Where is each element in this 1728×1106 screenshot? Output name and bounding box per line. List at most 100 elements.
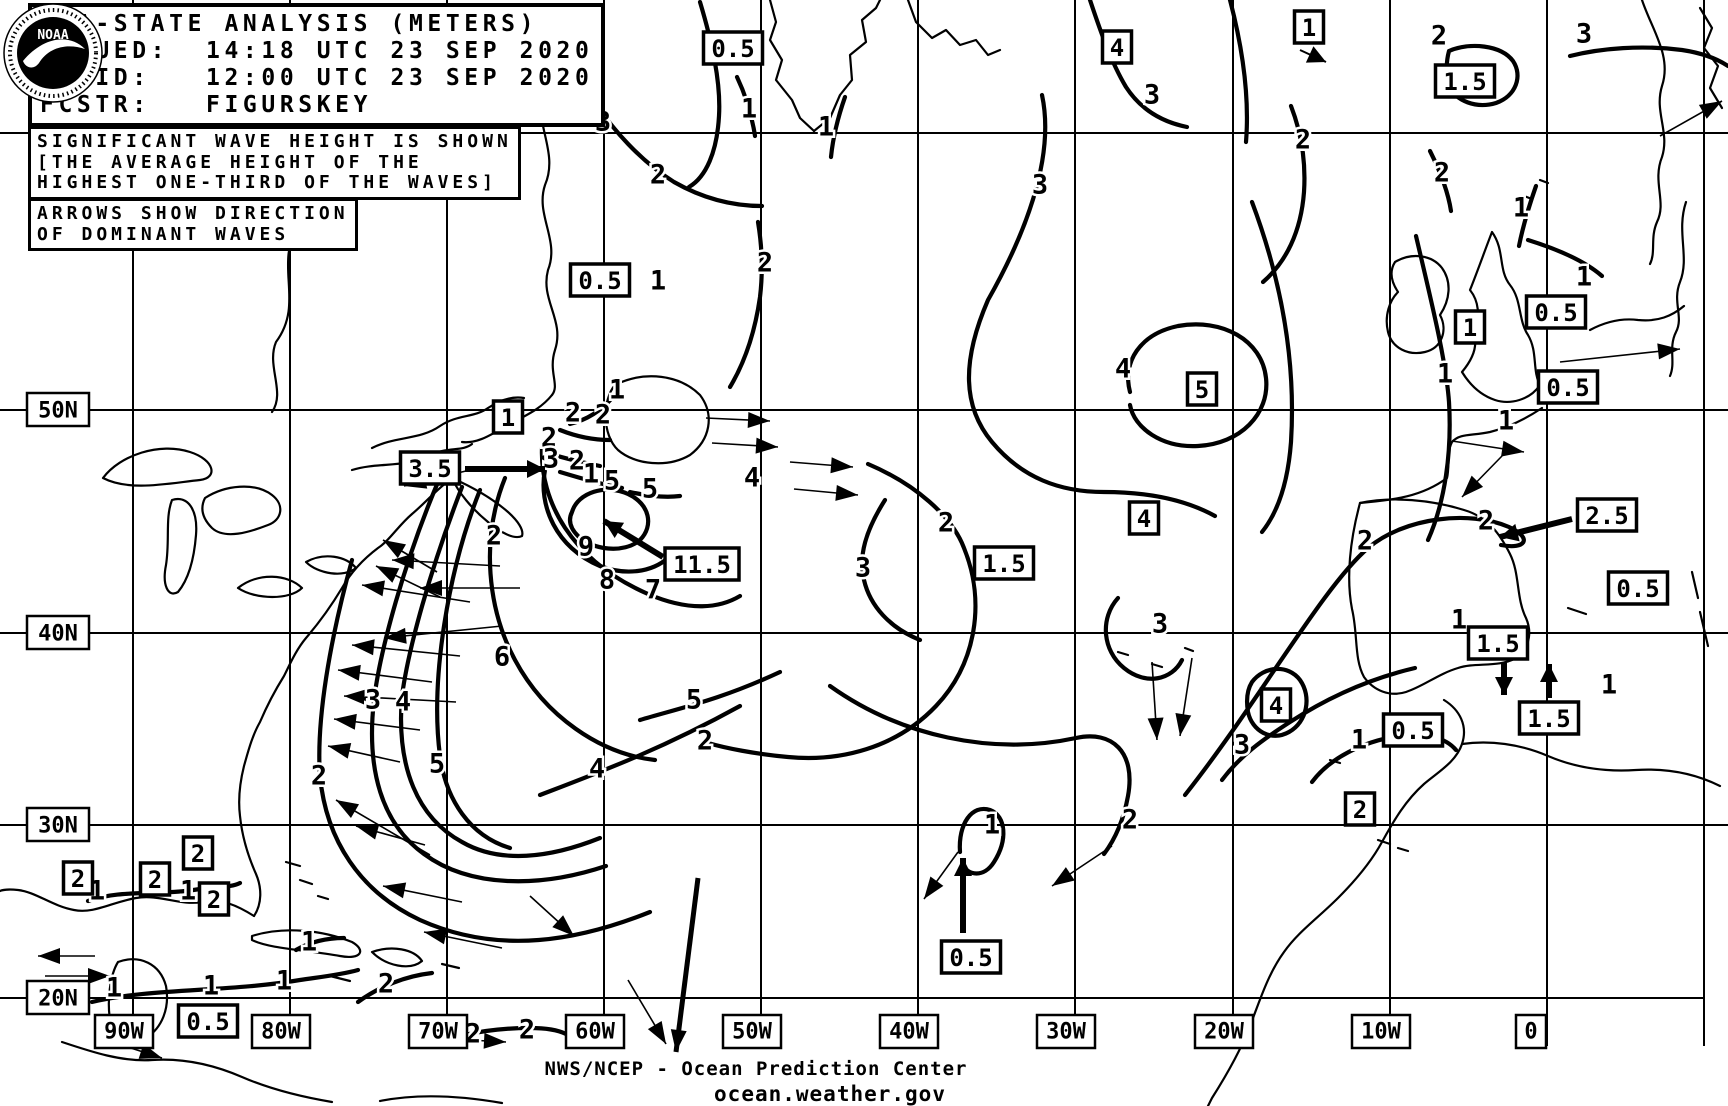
- wave-direction-arrow-head: [1698, 101, 1722, 119]
- coastline: [906, 0, 1002, 57]
- coastline: [604, 375, 710, 465]
- wave-height-contour: [293, 935, 347, 953]
- wave-direction-arrow-head: [552, 915, 574, 936]
- coastline: [1116, 646, 1195, 669]
- wave-direction-arrow-head: [383, 540, 407, 559]
- coastline: [101, 447, 213, 487]
- coastline: [238, 476, 454, 918]
- longitude-label-box: [878, 1013, 940, 1050]
- wave-height-contour: [317, 557, 653, 943]
- noaa-logo-text: NOAA: [37, 28, 68, 43]
- wave-height-contour: [637, 669, 783, 723]
- attribution-url: ocean.weather.gov: [714, 1082, 946, 1106]
- wave-direction-arrow-shaft: [673, 877, 701, 1053]
- longitude-label-box: [564, 1013, 626, 1050]
- wave-height-max-value: 5: [1195, 376, 1209, 404]
- wave-direction-arrow-head: [338, 664, 361, 681]
- wave-direction-arrow-head: [362, 580, 385, 597]
- wave-height-contour: [957, 806, 1006, 876]
- wave-height-max-box: [1453, 309, 1487, 345]
- contour-value-label: 4: [1115, 354, 1131, 385]
- contour-value-label: 1: [583, 459, 599, 490]
- longitude-label: 40W: [889, 1020, 929, 1045]
- contour-value-label: 5: [686, 685, 702, 716]
- latitude-label-box: [25, 614, 91, 651]
- wave-height-max-box: [138, 861, 172, 897]
- wave-height-max-value: 2: [207, 886, 221, 914]
- contour-value-label: 1: [1513, 193, 1529, 224]
- wave-height-max-box: [972, 545, 1036, 581]
- contour-value-label: 2: [378, 969, 394, 1000]
- contour-value-label: 1: [1437, 359, 1453, 390]
- wave-height-max-value: 0.5: [186, 1008, 229, 1036]
- coastline: [236, 575, 304, 598]
- contour-value-label: 2: [519, 1015, 535, 1046]
- wave-direction-arrow-head: [88, 968, 110, 984]
- wave-height-max-value: 2: [71, 865, 85, 893]
- coastline: [201, 485, 282, 536]
- chart-title-block: SEA-STATE ANALYSIS (METERS) ISSUED: 14:1…: [28, 3, 606, 127]
- wave-direction-arrow-head: [1052, 867, 1075, 886]
- coastline: [539, 83, 559, 397]
- attribution-line: NWS/NCEP - Ocean Prediction Center: [544, 1058, 968, 1080]
- contour-value-label: 1: [106, 973, 122, 1004]
- coastline: [1358, 406, 1544, 505]
- wave-height-max-box: [1606, 570, 1670, 606]
- wave-height-contour: [487, 475, 658, 763]
- contour-value-label: 7: [645, 575, 661, 606]
- wave-direction-arrow-head: [830, 457, 853, 474]
- contour-value-label: 1: [301, 927, 317, 958]
- note-line: SIGNIFICANT WAVE HEIGHT IS SHOWN: [37, 131, 512, 152]
- wave-height-max-value: 1.5: [1476, 630, 1519, 658]
- wave-height-max-value: 0.5: [1546, 374, 1589, 402]
- contour-value-label: 2: [1122, 805, 1138, 836]
- contour-value-label: 3: [1032, 170, 1048, 201]
- wave-height-max-value: 0.5: [1616, 575, 1659, 603]
- wave-height-contour: [734, 74, 758, 139]
- wave-height-max-box: [1100, 29, 1134, 65]
- wave-height-max-value: 0.5: [578, 267, 621, 295]
- wave-direction-arrow-head: [383, 882, 407, 899]
- wave-height-max-box: [1517, 700, 1581, 736]
- wave-height-max-box: [398, 450, 462, 486]
- wave-height-contour: [1413, 233, 1452, 543]
- contour-value-label: 2: [1357, 526, 1373, 557]
- longitude-label-box: [407, 1013, 469, 1050]
- contour-value-label: 1: [609, 375, 625, 406]
- wave-height-max-value: 1: [1463, 314, 1477, 342]
- contour-value-label: 1: [1601, 670, 1617, 701]
- wave-height-max-box: [701, 30, 765, 66]
- wave-direction-arrow-head: [835, 484, 858, 501]
- wave-height-max-value: 0.5: [949, 944, 992, 972]
- forecaster-line: FCSTR: FIGURSKEY: [40, 92, 373, 118]
- wave-height-max-box: [1381, 712, 1445, 748]
- coastline: [284, 860, 330, 901]
- contour-value-label: 1: [741, 94, 757, 125]
- wave-height-max-box: [176, 1003, 240, 1039]
- contour-value-label: 1: [276, 966, 292, 997]
- wave-height-max-box: [939, 939, 1003, 975]
- contour-value-label: 2: [486, 521, 502, 552]
- wave-height-contour: [539, 445, 743, 609]
- wave-height-max-box: [1292, 9, 1326, 45]
- wave-height-max-value: 0.5: [1391, 717, 1434, 745]
- value-pointer-arrow-head: [954, 858, 972, 876]
- wave-height-contour: [828, 94, 848, 160]
- wave-height-contour: [355, 970, 435, 1005]
- coastline: [1566, 606, 1588, 616]
- contour-value-label: 3: [543, 444, 559, 475]
- coastline: [1640, 0, 1666, 266]
- wave-height-max-box: [1185, 371, 1219, 407]
- note-line: [THE AVERAGE HEIGHT OF THE: [37, 151, 423, 173]
- wave-height-contour: [966, 92, 1218, 519]
- contour-value-label: 3: [1234, 730, 1250, 761]
- contour-value-label: 2: [569, 446, 585, 477]
- wave-height-contour: [705, 461, 978, 761]
- contour-value-label: 4: [395, 687, 411, 718]
- longitude-label-box: [1514, 1013, 1548, 1050]
- wave-height-contour: [627, 489, 683, 499]
- longitude-label: 90W: [104, 1020, 144, 1045]
- wave-height-contour: [1126, 322, 1269, 449]
- wave-height-contour: [89, 967, 361, 1005]
- wave-direction-arrow-head: [376, 566, 400, 583]
